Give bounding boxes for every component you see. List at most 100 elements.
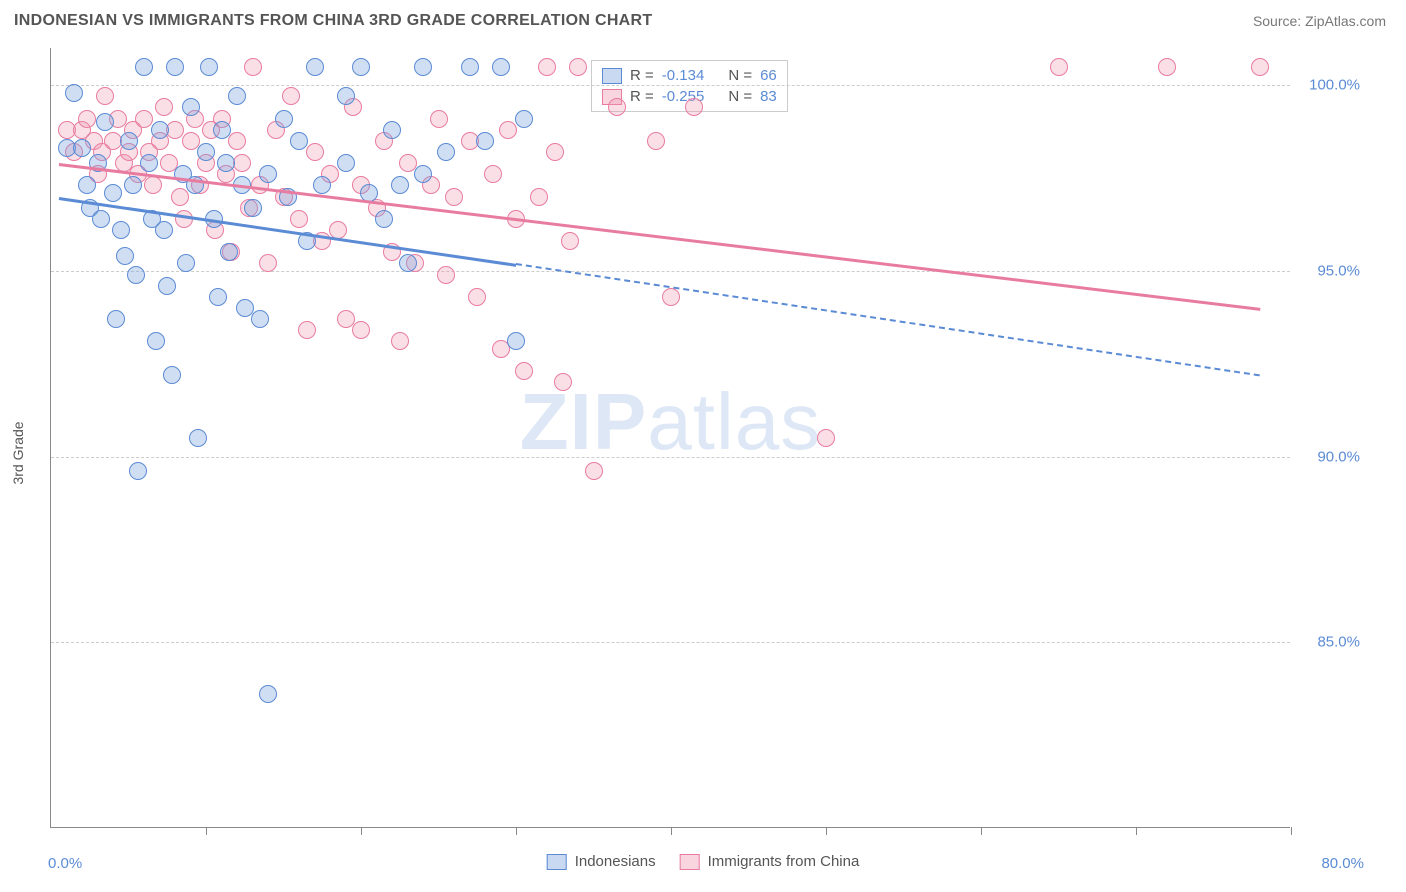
data-point-blue xyxy=(140,154,158,172)
data-point-blue xyxy=(236,299,254,317)
data-point-blue xyxy=(437,143,455,161)
watermark-bold: ZIP xyxy=(520,377,647,466)
gridline xyxy=(51,457,1290,458)
data-point-blue xyxy=(163,366,181,384)
x-tick xyxy=(981,827,982,835)
data-point-pink xyxy=(1158,58,1176,76)
data-point-pink xyxy=(135,110,153,128)
data-point-pink xyxy=(228,132,246,150)
legend-row-blue: R = -0.134 N = 66 xyxy=(602,65,777,86)
legend-item-blue: Indonesians xyxy=(547,853,656,870)
data-point-pink xyxy=(166,121,184,139)
data-point-blue xyxy=(383,121,401,139)
data-point-pink xyxy=(554,373,572,391)
watermark-rest: atlas xyxy=(647,377,821,466)
swatch-blue-icon xyxy=(602,68,622,84)
data-point-pink xyxy=(530,188,548,206)
data-point-blue xyxy=(391,176,409,194)
x-tick xyxy=(206,827,207,835)
data-point-pink xyxy=(282,87,300,105)
data-point-pink xyxy=(290,210,308,228)
data-point-blue xyxy=(476,132,494,150)
source-label: Source: ZipAtlas.com xyxy=(1253,13,1386,29)
x-tick xyxy=(1136,827,1137,835)
data-point-blue xyxy=(151,121,169,139)
data-point-blue xyxy=(251,310,269,328)
data-point-blue xyxy=(116,247,134,265)
data-point-blue xyxy=(127,266,145,284)
data-point-blue xyxy=(414,165,432,183)
data-point-pink xyxy=(352,321,370,339)
y-tick-label: 85.0% xyxy=(1317,634,1360,651)
data-point-blue xyxy=(177,254,195,272)
x-tick xyxy=(826,827,827,835)
n-value-blue: 66 xyxy=(760,67,777,84)
data-point-pink xyxy=(259,254,277,272)
data-point-pink xyxy=(155,98,173,116)
trendline-pink xyxy=(59,163,1261,310)
data-point-pink xyxy=(78,110,96,128)
chart-container: 3rd Grade ZIPatlas R = -0.134 N = 66 R =… xyxy=(0,38,1406,868)
data-point-blue xyxy=(104,184,122,202)
data-point-pink xyxy=(430,110,448,128)
data-point-blue xyxy=(375,210,393,228)
n-value-pink: 83 xyxy=(760,88,777,105)
data-point-blue xyxy=(290,132,308,150)
n-label: N = xyxy=(728,67,752,84)
data-point-blue xyxy=(228,87,246,105)
data-point-blue xyxy=(182,98,200,116)
n-label: N = xyxy=(728,88,752,105)
data-point-blue xyxy=(337,154,355,172)
data-point-blue xyxy=(135,58,153,76)
data-point-blue xyxy=(220,243,238,261)
data-point-blue xyxy=(78,176,96,194)
data-point-pink xyxy=(468,288,486,306)
data-point-blue xyxy=(166,58,184,76)
data-point-pink xyxy=(515,362,533,380)
data-point-pink xyxy=(608,98,626,116)
data-point-pink xyxy=(817,429,835,447)
data-point-pink xyxy=(337,310,355,328)
chart-title: INDONESIAN VS IMMIGRANTS FROM CHINA 3RD … xyxy=(14,12,652,30)
data-point-blue xyxy=(414,58,432,76)
data-point-pink xyxy=(96,87,114,105)
data-point-blue xyxy=(197,143,215,161)
data-point-blue xyxy=(352,58,370,76)
data-point-pink xyxy=(445,188,463,206)
data-point-blue xyxy=(158,277,176,295)
data-point-pink xyxy=(546,143,564,161)
data-point-pink xyxy=(144,176,162,194)
y-tick-label: 95.0% xyxy=(1317,262,1360,279)
data-point-blue xyxy=(189,429,207,447)
data-point-pink xyxy=(484,165,502,183)
data-point-pink xyxy=(399,154,417,172)
data-point-blue xyxy=(259,685,277,703)
data-point-blue xyxy=(217,154,235,172)
data-point-blue xyxy=(515,110,533,128)
series-name-blue: Indonesians xyxy=(575,853,656,870)
x-tick xyxy=(516,827,517,835)
data-point-blue xyxy=(120,132,138,150)
data-point-blue xyxy=(313,176,331,194)
x-axis-min-label: 0.0% xyxy=(48,855,82,872)
gridline xyxy=(51,642,1290,643)
swatch-pink-icon xyxy=(680,854,700,870)
plot-area: ZIPatlas R = -0.134 N = 66 R = -0.255 N … xyxy=(50,48,1290,828)
data-point-blue xyxy=(96,113,114,131)
y-axis-title: 3rd Grade xyxy=(10,421,26,484)
data-point-blue xyxy=(147,332,165,350)
data-point-pink xyxy=(306,143,324,161)
x-tick xyxy=(671,827,672,835)
data-point-pink xyxy=(1251,58,1269,76)
data-point-pink xyxy=(182,132,200,150)
source-prefix: Source: xyxy=(1253,13,1305,29)
r-label: R = xyxy=(630,67,654,84)
data-point-pink xyxy=(538,58,556,76)
series-name-pink: Immigrants from China xyxy=(708,853,860,870)
data-point-pink xyxy=(437,266,455,284)
data-point-blue xyxy=(399,254,417,272)
data-point-pink xyxy=(569,58,587,76)
data-point-blue xyxy=(155,221,173,239)
r-value-blue: -0.134 xyxy=(662,67,705,84)
data-point-blue xyxy=(209,288,227,306)
